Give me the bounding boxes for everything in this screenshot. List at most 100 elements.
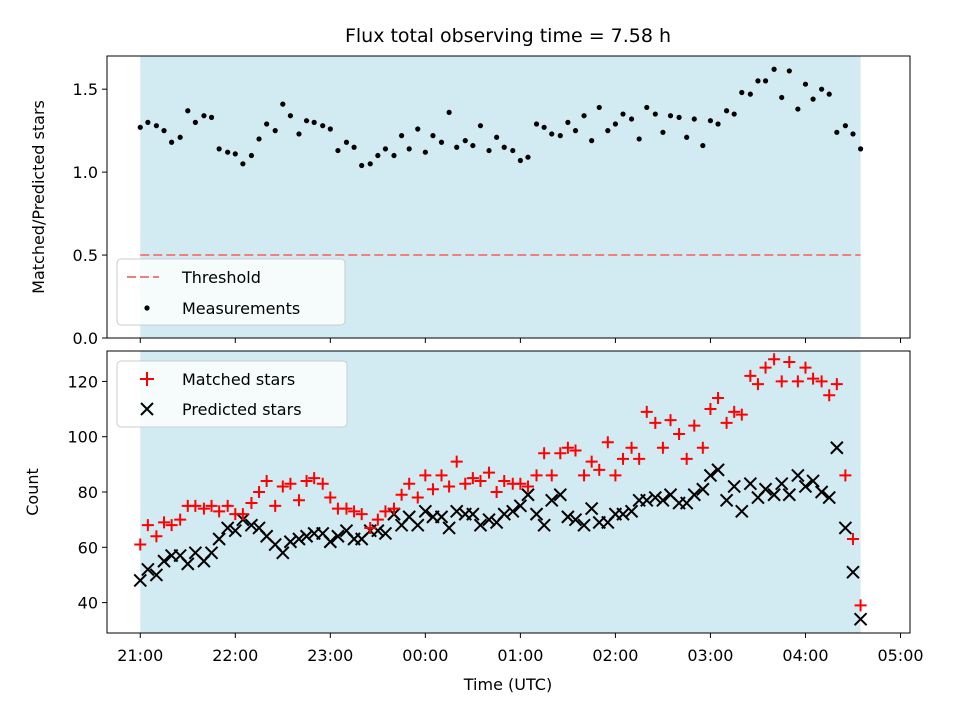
x-tick-label: 02:00	[592, 646, 638, 665]
measurement-point	[636, 136, 642, 142]
matched-star-point	[419, 469, 432, 482]
y-tick-label: 60	[78, 538, 98, 557]
matched-star-point	[150, 530, 163, 543]
y-tick-label: 1.0	[73, 163, 98, 182]
legend-matched-label: Matched stars	[182, 370, 295, 389]
measurement-point	[850, 131, 856, 137]
predicted-star-point	[434, 510, 449, 524]
matched-star-point	[174, 513, 187, 526]
predicted-star-point	[473, 518, 488, 532]
measurement-point	[177, 134, 183, 140]
predicted-star-point	[212, 532, 226, 546]
predicted-star-point	[418, 504, 433, 519]
measurement-point	[232, 151, 238, 157]
measurement-point	[644, 104, 650, 111]
matched-star-point	[284, 477, 297, 490]
y-tick-label: 40	[78, 594, 98, 613]
predicted-star-point	[141, 562, 155, 577]
legend-predicted-swatch	[140, 402, 154, 416]
predicted-star-point	[331, 529, 345, 543]
predicted-star-point	[775, 476, 789, 491]
matched-stars-points	[134, 353, 867, 612]
matched-star-point	[300, 474, 313, 487]
matched-star-point	[791, 375, 804, 388]
measurement-point	[533, 121, 540, 127]
matched-star-point	[292, 494, 305, 507]
measurement-point	[137, 124, 143, 130]
chart-title: Flux total observing time = 7.58 h	[345, 25, 671, 47]
matched-star-point	[768, 353, 781, 366]
matched-star-point	[403, 477, 416, 490]
predicted-star-point	[411, 518, 425, 532]
matched-star-point	[158, 516, 171, 529]
matched-star-point	[673, 427, 686, 440]
measurement-point	[287, 113, 294, 119]
predicted-star-point	[283, 535, 298, 549]
measurement-point	[731, 111, 737, 117]
measurement-point	[280, 101, 286, 107]
measurement-point	[145, 119, 151, 125]
measurement-point	[192, 119, 198, 125]
measurement-point	[462, 138, 468, 144]
predicted-star-point	[299, 529, 314, 543]
measurement-point	[327, 126, 333, 132]
predicted-star-point	[204, 546, 219, 560]
predicted-star-point	[157, 554, 171, 568]
matched-star-point	[688, 419, 701, 432]
matched-star-point	[545, 469, 558, 482]
matched-star-point	[348, 505, 361, 518]
measurement-point	[652, 111, 658, 117]
matched-star-point	[316, 477, 329, 490]
matched-star-point	[728, 405, 741, 418]
matched-star-point	[744, 369, 757, 382]
legend-threshold-label: Threshold	[181, 268, 261, 287]
matched-star-point	[371, 513, 384, 526]
predicted-star-point	[181, 557, 195, 571]
matched-star-point	[815, 375, 828, 388]
measurement-point	[208, 114, 215, 120]
count-x-ticks: 21:00 22:00 23:00 00:00 01:00 02:00 03:00 04:00…	[117, 633, 924, 665]
predicted-star-point	[553, 488, 567, 502]
predicted-star-point	[149, 568, 164, 582]
y-tick-label: 120	[67, 372, 98, 391]
measurement-point	[477, 123, 484, 129]
predicted-star-point	[228, 523, 242, 538]
matched-star-point	[649, 416, 662, 429]
measurement-point	[470, 142, 476, 149]
matched-star-point	[601, 436, 614, 449]
matched-star-point	[213, 505, 226, 518]
predicted-star-point	[371, 523, 385, 538]
measurement-point	[264, 121, 270, 127]
matched-star-point	[593, 463, 606, 476]
matched-star-point	[450, 455, 463, 468]
matched-star-point	[197, 502, 210, 515]
matched-star-point	[538, 447, 551, 460]
predicted-star-point	[640, 493, 654, 508]
predicted-star-point	[568, 512, 583, 527]
matched-star-point	[269, 499, 282, 512]
measurement-point	[541, 124, 547, 130]
measurement-point	[660, 129, 666, 135]
matched-star-point	[435, 469, 448, 482]
matched-star-point	[141, 519, 154, 532]
matched-star-point	[625, 441, 638, 454]
predicted-star-point	[545, 493, 559, 508]
predicted-star-point	[648, 490, 663, 505]
measurement-point	[620, 111, 626, 117]
measurement-point	[272, 128, 278, 134]
x-tick-label: 22:00	[212, 646, 258, 665]
legend-measurements-label: Measurements	[182, 299, 300, 318]
matched-star-point	[395, 488, 408, 501]
predicted-star-point	[853, 612, 868, 626]
measurement-point	[826, 91, 832, 97]
measurement-point	[771, 66, 777, 72]
y-tick-label: 80	[78, 483, 98, 502]
measurement-point	[216, 146, 222, 152]
x-tick-label: 03:00	[687, 646, 733, 665]
count-legend: Matched stars Predicted stars	[116, 360, 348, 428]
measurement-point	[589, 138, 595, 144]
predicted-star-point	[220, 521, 235, 535]
matched-star-point	[704, 403, 717, 416]
measurement-point	[382, 146, 389, 152]
